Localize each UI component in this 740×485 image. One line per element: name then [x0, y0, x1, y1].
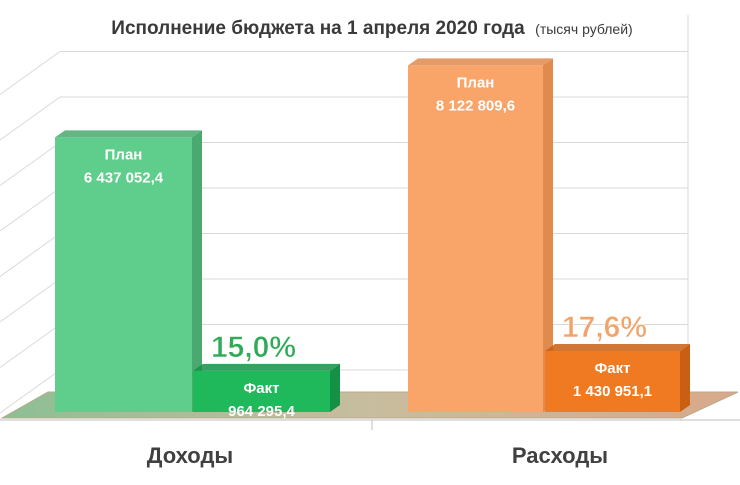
bar-income-fact-front — [193, 370, 330, 412]
percent-label-income: 15,0% — [211, 331, 296, 364]
gridline-side — [0, 278, 61, 323]
bar-expense-fact-series-label: Факт — [595, 360, 631, 377]
bars-group — [55, 58, 690, 413]
bar-expense-plan-front — [408, 65, 543, 412]
percent-label-expense: 17,6% — [562, 311, 647, 344]
gridline-side — [0, 187, 61, 232]
gridline-side — [0, 96, 61, 141]
gridline-side — [0, 142, 61, 186]
bar-income-plan-series-label: План — [105, 146, 143, 163]
bar-income-fact-value-label: 964 295,4 — [228, 403, 295, 420]
bar-income-fact — [193, 363, 340, 412]
chart-title-main: Исполнение бюджета на 1 апреля 2020 года — [111, 18, 525, 39]
bar-expense-plan-series-label: План — [457, 74, 495, 91]
category-label-income: Доходы — [147, 443, 233, 468]
bar-income-plan-value-label: 6 437 052,4 — [84, 169, 164, 186]
bar-expense-fact — [545, 343, 690, 412]
bar-income-plan-front — [55, 137, 192, 413]
gridline-side — [0, 369, 61, 414]
bar-income-plan-top — [55, 130, 202, 138]
labels-group: План 6 437 052,4 Факт 964 295,4 План 8 122 80… — [84, 74, 652, 419]
bar-income-plan — [55, 130, 202, 413]
bar-expense-fact-value-label: 1 430 951,1 — [573, 383, 652, 400]
chart-title: Исполнение бюджета на 1 апреля 2020 года… — [111, 18, 632, 39]
gridline-side — [0, 51, 61, 95]
bar-income-fact-top — [193, 363, 340, 371]
bar-expense-plan-top — [408, 58, 553, 66]
bar-income-fact-side — [330, 363, 340, 412]
bar-expense-plan-value-label: 8 122 809,6 — [436, 97, 515, 114]
bar-expense-plan — [408, 58, 553, 413]
category-label-expense: Расходы — [512, 443, 608, 468]
bar-expense-fact-front — [545, 350, 680, 412]
bar-income-fact-series-label: Факт — [244, 380, 280, 397]
bar-expense-fact-side — [680, 343, 690, 412]
gridline-side — [0, 233, 61, 277]
bar-expense-plan-side — [543, 58, 553, 413]
bar-income-plan-side — [192, 130, 202, 413]
gridline-side — [0, 324, 61, 368]
bar-expense-fact-top — [545, 343, 690, 351]
chart-title-unit: (тысяч рублей) — [535, 21, 633, 37]
